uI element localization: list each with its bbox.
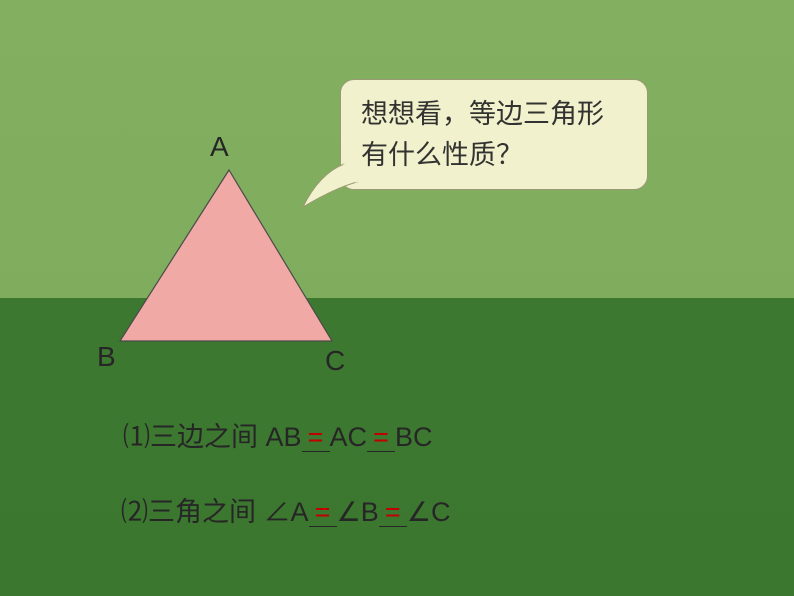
line1-eq2: = [367,422,395,453]
property-line-1: ⑴三边之间 AB=AC=BC [123,415,433,454]
line1-suffix: BC [395,422,433,452]
line2-eq2: = [379,497,407,528]
line2-eq1: = [309,497,337,528]
line2-prefix: ⑵三角之间 ∠A [121,497,309,527]
line1-mid: AC [330,422,368,452]
vertex-label-b: B [97,341,116,373]
speech-line2: 有什么性质？ [361,140,523,170]
line2-suffix: ∠C [407,497,451,527]
equilateral-triangle [116,166,338,347]
speech-line1: 想想看，等边三角形 [361,99,604,129]
vertex-label-c: C [325,345,345,377]
vertex-label-a: A [210,131,229,163]
speech-bubble: 想想看，等边三角形 有什么性质？ [340,79,648,190]
property-line-2: ⑵三角之间 ∠A=∠B=∠C [121,490,450,529]
line1-eq1: = [302,422,330,453]
line2-mid: ∠B [337,497,379,527]
line1-prefix: ⑴三边之间 AB [123,422,302,452]
